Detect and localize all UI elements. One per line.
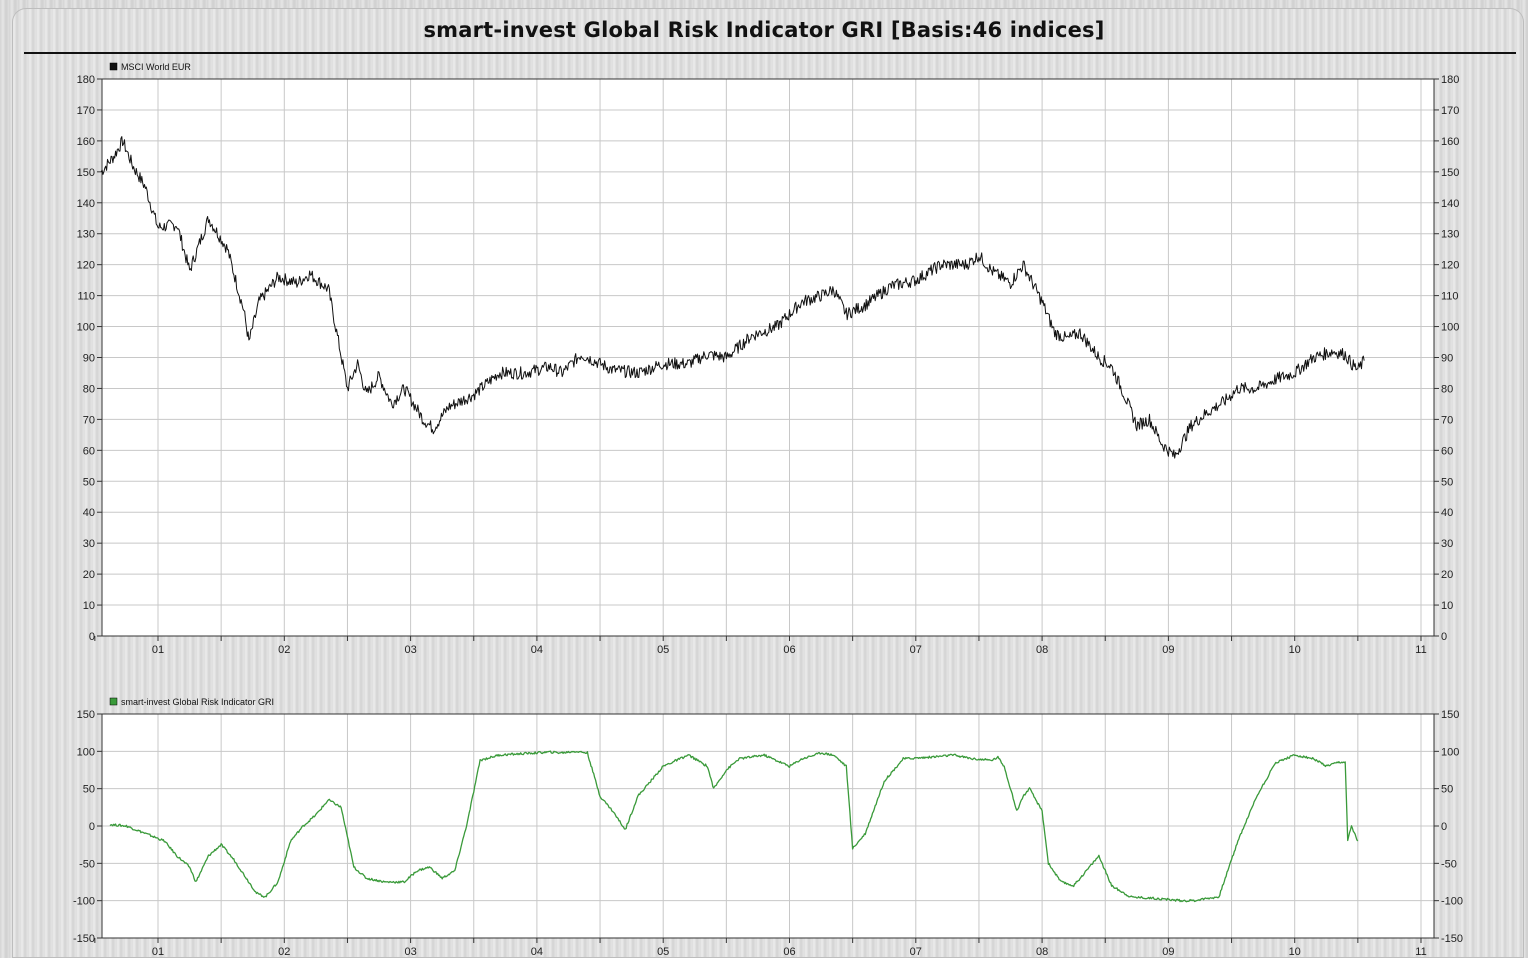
ytick-label-left: 160 bbox=[77, 136, 95, 148]
ytick-label-left: 150 bbox=[77, 167, 95, 179]
ytick-label-right: 160 bbox=[1441, 136, 1459, 148]
ytick-label-left: 0 bbox=[89, 631, 95, 643]
xtick-label: 06 bbox=[783, 644, 795, 656]
legend-swatch bbox=[109, 697, 118, 706]
legend-swatch bbox=[109, 62, 118, 71]
xtick-label: 11 bbox=[1415, 644, 1426, 656]
ytick-label-right: 150 bbox=[1441, 709, 1459, 721]
ytick-label-left: 170 bbox=[77, 105, 95, 117]
ytick-label-right: 30 bbox=[1441, 538, 1453, 550]
ytick-label-right: 100 bbox=[1441, 746, 1459, 758]
ytick-label-right: 10 bbox=[1441, 600, 1453, 612]
xtick-label: 09 bbox=[1162, 644, 1174, 656]
ytick-label-left: 30 bbox=[83, 538, 95, 550]
ytick-label-right: -150 bbox=[1441, 933, 1463, 945]
ytick-label-right: 150 bbox=[1441, 167, 1459, 179]
plot-border bbox=[101, 713, 1435, 939]
xtick-label: 07 bbox=[910, 946, 922, 958]
ytick-label-right: 50 bbox=[1441, 476, 1453, 488]
ytick-label-left: 110 bbox=[77, 291, 95, 303]
ytick-label-left: 20 bbox=[83, 569, 95, 581]
ytick-label-right: 20 bbox=[1441, 569, 1453, 581]
ytick-label-left: 60 bbox=[83, 445, 95, 457]
ytick-label-right: 70 bbox=[1441, 414, 1453, 426]
ytick-label-left: 100 bbox=[77, 746, 95, 758]
series-line bbox=[100, 136, 1365, 459]
ytick-label-right: 110 bbox=[1441, 291, 1459, 303]
plot-border bbox=[101, 78, 1435, 637]
ytick-label-right: 140 bbox=[1441, 198, 1459, 210]
xtick-label: 02 bbox=[278, 946, 290, 958]
xtick-label: 06 bbox=[783, 946, 795, 958]
xtick-label: 08 bbox=[1036, 644, 1048, 656]
ytick-label-left: 150 bbox=[77, 709, 95, 721]
xtick-label: 01 bbox=[152, 946, 164, 958]
ytick-label-right: 40 bbox=[1441, 507, 1453, 519]
xtick-label: 10 bbox=[1289, 644, 1301, 656]
ytick-label-right: 90 bbox=[1441, 353, 1453, 365]
ytick-label-left: 50 bbox=[83, 476, 95, 488]
ytick-label-left: 70 bbox=[83, 414, 95, 426]
ytick-label-left: 140 bbox=[77, 198, 95, 210]
ytick-label-left: -50 bbox=[79, 858, 95, 870]
ytick-label-right: 170 bbox=[1441, 105, 1459, 117]
ytick-label-left: 40 bbox=[83, 507, 95, 519]
ytick-label-left: 130 bbox=[77, 229, 95, 241]
ytick-label-right: -100 bbox=[1441, 896, 1463, 908]
ytick-label-right: 0 bbox=[1441, 631, 1447, 643]
ytick-label-right: 0 bbox=[1441, 821, 1447, 833]
ytick-label-right: 80 bbox=[1441, 383, 1453, 395]
series-line bbox=[109, 750, 1359, 903]
xtick-label: 11 bbox=[1415, 946, 1426, 958]
title-underline bbox=[24, 52, 1516, 54]
xtick-label: 01 bbox=[152, 644, 164, 656]
ytick-label-right: 100 bbox=[1441, 322, 1459, 334]
ytick-label-right: 130 bbox=[1441, 229, 1459, 241]
ytick-label-left: 80 bbox=[83, 383, 95, 395]
xtick-label: 09 bbox=[1162, 946, 1174, 958]
ytick-label-left: -100 bbox=[73, 896, 95, 908]
ytick-label-left: 10 bbox=[83, 600, 95, 612]
xtick-label: 04 bbox=[531, 946, 543, 958]
ytick-label-left: 50 bbox=[83, 784, 95, 796]
ytick-label-right: 50 bbox=[1441, 784, 1453, 796]
xtick-label: 03 bbox=[404, 946, 416, 958]
ytick-label-left: 100 bbox=[77, 322, 95, 334]
xtick-label: 05 bbox=[657, 946, 669, 958]
xtick-label: 10 bbox=[1289, 946, 1301, 958]
ytick-label-left: -150 bbox=[73, 933, 95, 945]
legend-label: MSCI World EUR bbox=[121, 62, 191, 72]
xtick-label: 07 bbox=[910, 644, 922, 656]
ytick-label-left: 180 bbox=[77, 74, 95, 86]
ytick-label-right: -50 bbox=[1441, 858, 1457, 870]
ytick-label-left: 90 bbox=[83, 353, 95, 365]
ytick-label-right: 120 bbox=[1441, 260, 1459, 272]
xtick-label: 08 bbox=[1036, 946, 1048, 958]
xtick-label: 02 bbox=[278, 644, 290, 656]
xtick-label: 03 bbox=[404, 644, 416, 656]
xtick-label: 05 bbox=[657, 644, 669, 656]
ytick-label-right: 60 bbox=[1441, 445, 1453, 457]
ytick-label-left: 0 bbox=[89, 821, 95, 833]
ytick-label-left: 120 bbox=[77, 260, 95, 272]
ytick-label-right: 180 bbox=[1441, 74, 1459, 86]
xtick-label: 04 bbox=[531, 644, 543, 656]
legend-label: smart-invest Global Risk Indicator GRI bbox=[121, 697, 274, 707]
page-title: smart-invest Global Risk Indicator GRI [… bbox=[423, 18, 1105, 42]
